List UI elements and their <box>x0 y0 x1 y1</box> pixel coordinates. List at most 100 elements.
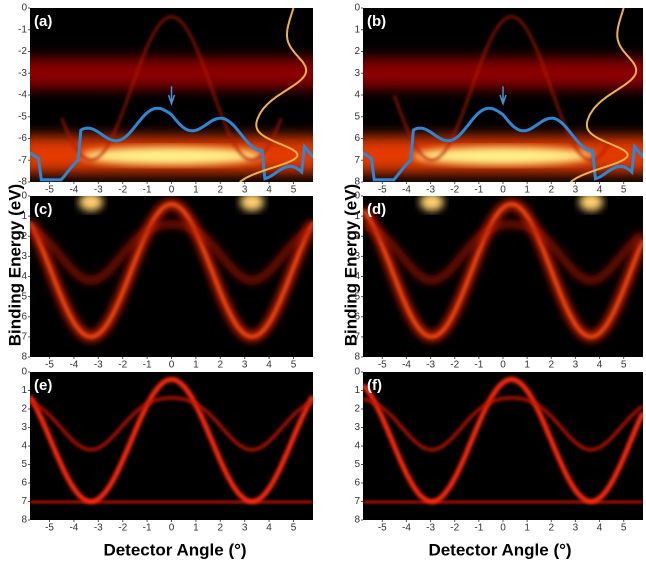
x-tick-label: 2 <box>218 360 224 371</box>
y-tick-label: 5 <box>354 291 360 302</box>
y-tick-label: 7 <box>354 332 360 343</box>
y-tick-label: 0 <box>21 3 27 14</box>
y-tick-label: 1 <box>21 211 27 222</box>
x-tick-label: 2 <box>548 185 554 196</box>
y-tick-label: 6 <box>21 478 27 489</box>
x-tick-label: -1 <box>143 523 152 534</box>
y-tick-label: 2 <box>354 404 360 415</box>
band <box>363 202 643 339</box>
y-tick-label: 6 <box>354 311 360 322</box>
x-tick-label: -2 <box>450 360 459 371</box>
panel-background <box>363 372 643 520</box>
y-tick-label: 2 <box>354 231 360 242</box>
y-tick-label: 8 <box>354 352 360 363</box>
glow <box>579 196 604 212</box>
y-tick-label: 0 <box>354 191 360 202</box>
band <box>30 376 313 505</box>
x-tick-label: -4 <box>69 360 78 371</box>
y-tick-label: 6 <box>354 478 360 489</box>
x-tick-label: -1 <box>474 523 483 534</box>
x-tick-label: 1 <box>193 523 199 534</box>
x-tick-label: 3 <box>242 523 248 534</box>
y-tick-label: 6 <box>21 311 27 322</box>
x-tick-label: 2 <box>218 185 224 196</box>
y-tick-label: 4 <box>21 441 27 452</box>
spectrum-curve <box>239 8 308 182</box>
y-tick-label: 5 <box>21 459 27 470</box>
y-tick-label: 7 <box>354 496 360 507</box>
x-tick-label: 3 <box>573 360 579 371</box>
x-tick-label: -1 <box>474 185 483 196</box>
x-tick-label: -5 <box>378 523 387 534</box>
glow <box>363 58 643 89</box>
glow <box>419 196 444 212</box>
x-tick-label: 3 <box>242 185 248 196</box>
x-tick-label: 2 <box>548 360 554 371</box>
y-tick-label: 3 <box>354 422 360 433</box>
y-tick-label: 3 <box>21 422 27 433</box>
band <box>30 202 313 339</box>
panel-label: (c) <box>34 201 52 218</box>
spectrum-curve <box>570 8 638 182</box>
y-axis-label: Binding Energy (eV) <box>5 184 24 346</box>
panel <box>363 8 643 182</box>
y-axis-label: Binding Energy (eV) <box>341 184 360 346</box>
y-tick-label: 0 <box>354 3 360 14</box>
y-tick-label: 0 <box>21 191 27 202</box>
x-tick-label: -5 <box>378 185 387 196</box>
y-tick-label: 4 <box>354 271 360 282</box>
band <box>30 221 313 284</box>
panel <box>30 196 313 357</box>
x-tick-label: -5 <box>45 523 54 534</box>
x-tick-label: 0 <box>500 360 506 371</box>
band <box>393 15 613 162</box>
profile-curve <box>30 106 313 182</box>
y-tick-label: 4 <box>354 441 360 452</box>
x-tick-label: 1 <box>524 523 530 534</box>
x-tick-label: -2 <box>118 185 127 196</box>
y-tick-label: 3 <box>354 68 360 79</box>
y-tick-label: 1 <box>354 385 360 396</box>
x-tick-label: 4 <box>266 185 272 196</box>
panel <box>30 372 313 520</box>
x-tick-label: 4 <box>597 360 603 371</box>
x-tick-label: 5 <box>291 185 297 196</box>
x-tick-label: 3 <box>573 185 579 196</box>
y-tick-label: 1 <box>354 24 360 35</box>
y-tick-label: 4 <box>21 271 27 282</box>
y-tick-label: -8 <box>18 177 27 188</box>
panel-label: (d) <box>367 201 386 218</box>
y-tick-label: 7 <box>21 496 27 507</box>
x-tick-label: -4 <box>69 185 78 196</box>
x-tick-label: 0 <box>169 523 175 534</box>
profile-curve <box>363 106 643 182</box>
x-tick-label: 0 <box>500 185 506 196</box>
x-tick-label: -4 <box>402 185 411 196</box>
y-tick-label: 0 <box>21 367 27 378</box>
glow <box>80 146 263 165</box>
x-tick-label: 0 <box>169 360 175 371</box>
y-tick-label: -1 <box>18 24 27 35</box>
y-tick-label: 8 <box>21 515 27 526</box>
x-tick-label: 4 <box>597 185 603 196</box>
flat-band <box>30 500 313 504</box>
y-tick-label: 5 <box>354 111 360 122</box>
y-tick-label: 8 <box>354 177 360 188</box>
x-tick-label: -1 <box>143 185 152 196</box>
x-tick-label: 1 <box>193 185 199 196</box>
x-tick-label: 5 <box>621 185 627 196</box>
x-tick-label: -4 <box>69 523 78 534</box>
y-tick-label: -3 <box>18 68 27 79</box>
y-tick-label: -6 <box>18 133 27 144</box>
x-tick-label: 5 <box>621 360 627 371</box>
x-tick-label: -1 <box>474 360 483 371</box>
x-tick-label: 2 <box>548 523 554 534</box>
x-tick-label: 5 <box>291 360 297 371</box>
panel-background <box>30 372 313 520</box>
x-tick-label: 3 <box>573 523 579 534</box>
x-axis-label: Detector Angle (°) <box>428 540 571 559</box>
y-tick-label: 7 <box>21 332 27 343</box>
arrow <box>499 86 507 107</box>
y-tick-label: 7 <box>354 155 360 166</box>
